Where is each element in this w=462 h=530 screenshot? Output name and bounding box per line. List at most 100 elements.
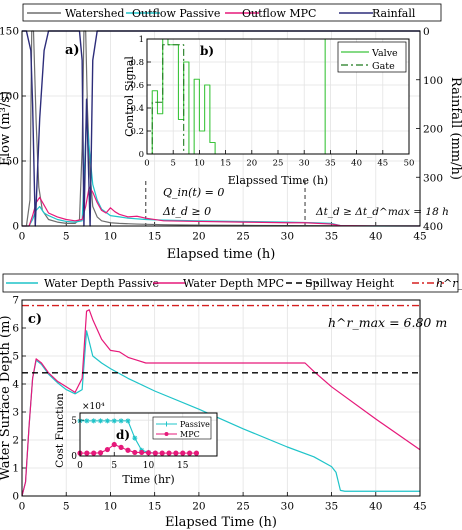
right-y-axis-label: Rainfall (mm/h) bbox=[448, 77, 462, 180]
data-point-mpc bbox=[166, 450, 172, 456]
data-point-mpc bbox=[125, 447, 131, 453]
x-tick-label: 0 bbox=[19, 501, 26, 513]
data-point-mpc bbox=[152, 450, 158, 456]
legend-label: Spillway Height bbox=[305, 277, 395, 290]
y-tick-label: 1 bbox=[12, 463, 19, 475]
x-tick-label: 35 bbox=[325, 231, 338, 243]
y-tick-label: 0 bbox=[71, 452, 77, 462]
data-point-mpc bbox=[97, 450, 104, 456]
legend-frame-b bbox=[337, 41, 407, 73]
y-tick-label: 100 bbox=[0, 91, 19, 103]
panel-label: d) bbox=[116, 428, 130, 442]
right-y-tick-label: 300 bbox=[423, 172, 443, 184]
x-tick-label: 50 bbox=[404, 159, 415, 169]
data-point-passive bbox=[84, 418, 90, 424]
x-tick-label: 30 bbox=[299, 159, 310, 169]
legend-label: Valve bbox=[371, 48, 398, 59]
y-tick-label: 50 bbox=[6, 156, 19, 168]
data-point-mpc bbox=[180, 450, 186, 456]
x-tick-label: 45 bbox=[413, 501, 426, 513]
right-y-tick-label: 200 bbox=[423, 124, 443, 136]
annotation: Q_in(t) = 0 bbox=[163, 186, 224, 199]
x-tick-label: 20 bbox=[192, 231, 205, 243]
plot-area bbox=[22, 300, 420, 496]
legend-label: Water Depth Passive bbox=[44, 277, 159, 290]
data-point-mpc bbox=[111, 441, 117, 448]
panel-label: a) bbox=[65, 43, 80, 58]
x-tick-label: 25 bbox=[273, 159, 284, 169]
data-point-passive bbox=[98, 418, 104, 424]
x-tick-label: 45 bbox=[377, 159, 388, 169]
panel-label: b) bbox=[200, 44, 214, 58]
data-point-passive bbox=[104, 418, 110, 424]
data-point-mpc bbox=[193, 450, 200, 456]
y-tick-label: 1 bbox=[139, 35, 144, 45]
y-tick-label: 0 bbox=[139, 150, 144, 160]
x-tick-label: 15 bbox=[148, 231, 161, 243]
x-tick-label: 45 bbox=[413, 231, 426, 243]
y-tick-label: 0.2 bbox=[130, 127, 144, 137]
legend-label: Outflow MPC bbox=[242, 7, 316, 20]
data-point-passive bbox=[91, 418, 97, 424]
x-tick-label: 0 bbox=[77, 461, 83, 471]
right-y-tick-label: 400 bbox=[423, 221, 443, 233]
x-tick-label: 5 bbox=[63, 231, 70, 243]
data-point-mpc bbox=[187, 450, 193, 456]
x-tick-label: 0 bbox=[144, 159, 149, 169]
y-tick-label: 0.8 bbox=[130, 58, 144, 68]
x-axis-label: Time (hr) bbox=[122, 473, 174, 486]
annotation: Δt_d ≥ 0 bbox=[162, 205, 211, 218]
x-axis-label: Elapssed Time (h) bbox=[228, 174, 328, 187]
y-axis-label: Cost Function bbox=[54, 393, 66, 468]
y-axis-label: Control Signal bbox=[123, 56, 136, 137]
x-tick-label: 5 bbox=[170, 159, 175, 169]
legend-label: h^r_max bbox=[436, 277, 462, 290]
legend-label: Rainfall bbox=[372, 7, 416, 20]
plot-frame-c bbox=[21, 299, 421, 497]
x-tick-label: 30 bbox=[281, 231, 294, 243]
x-tick-label: 15 bbox=[220, 159, 231, 169]
series-valve bbox=[147, 38, 409, 155]
x-tick-label: 30 bbox=[281, 501, 294, 513]
right-y-tick-label: 100 bbox=[423, 75, 443, 87]
x-tick-label: 10 bbox=[104, 501, 117, 513]
x-tick-label: 20 bbox=[192, 501, 205, 513]
legend-label: Outflow Passive bbox=[132, 7, 220, 20]
x-tick-label: 25 bbox=[236, 501, 249, 513]
data-point-mpc bbox=[118, 444, 124, 450]
x-tick-label: 10 bbox=[143, 461, 155, 471]
y-tick-label: 3 bbox=[12, 407, 19, 419]
data-point-mpc bbox=[145, 450, 152, 456]
data-point-passive bbox=[118, 418, 124, 424]
plot-frame-b bbox=[146, 38, 410, 155]
x-tick-label: 40 bbox=[369, 231, 382, 243]
x-tick-label: 40 bbox=[351, 159, 362, 169]
y-tick-label: 4 bbox=[12, 379, 19, 391]
x-tick-label: 10 bbox=[104, 231, 117, 243]
data-point-mpc bbox=[91, 450, 97, 456]
x-tick-label: 40 bbox=[369, 501, 382, 513]
legend-frame-c bbox=[2, 273, 459, 293]
annotation: h^r_max = 6.80 m bbox=[328, 315, 447, 330]
data-point-mpc bbox=[132, 449, 138, 456]
y-tick-label: 0.6 bbox=[130, 81, 144, 91]
data-point-mpc bbox=[173, 450, 179, 456]
y-multiplier: ×10⁴ bbox=[82, 402, 105, 412]
x-tick-label: 25 bbox=[236, 231, 249, 243]
x-tick-label: 35 bbox=[325, 501, 338, 513]
legend-label: Passive bbox=[180, 420, 210, 429]
y-tick-label: 0.4 bbox=[130, 104, 144, 114]
x-axis-label: Elapsed Time (h) bbox=[165, 515, 277, 530]
y-tick-label: 0 bbox=[12, 221, 19, 233]
y-tick-label: 2 bbox=[12, 435, 19, 447]
series-outflow-mpc bbox=[22, 186, 421, 227]
series-water-depth-mpc bbox=[21, 309, 421, 497]
data-point-passive bbox=[111, 418, 117, 424]
legend-marker bbox=[164, 432, 169, 436]
legend-label: Water Depth MPC bbox=[183, 277, 284, 290]
x-tick-label: 20 bbox=[246, 159, 257, 169]
annotation: Δt_d ≥ Δt_d^max = 18 h bbox=[315, 206, 449, 218]
series-gate bbox=[147, 44, 409, 155]
y-tick-label: 7 bbox=[12, 295, 19, 307]
data-point-mpc bbox=[159, 450, 165, 456]
